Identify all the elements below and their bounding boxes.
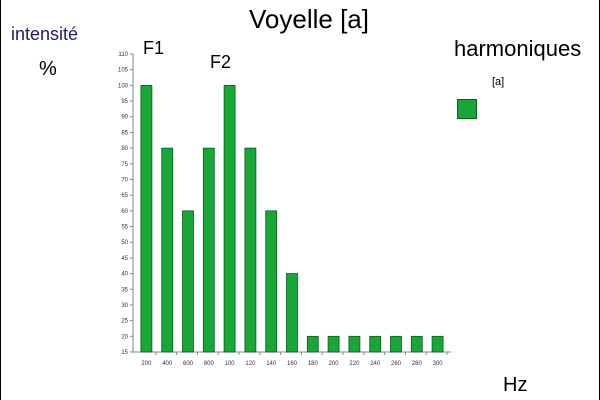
bar-0 (140, 84, 153, 353)
bar-5 (244, 147, 257, 353)
y-tick-label-3: 30 (121, 303, 128, 309)
x-tick-label-13: 280 (412, 361, 423, 367)
y-tick-label-7: 50 (121, 240, 128, 246)
y-tick-label-8: 55 (121, 225, 128, 231)
bar-13 (410, 335, 423, 353)
x-tick-label-1: 400 (162, 361, 173, 367)
chart-title: Voyelle [a] (249, 4, 369, 34)
y-tick-label-5: 40 (121, 272, 128, 278)
y-tick-label-9: 60 (121, 209, 128, 215)
bar-4 (223, 84, 236, 353)
legend-title: harmoniques (454, 36, 582, 61)
y-tick-label-0: 15 (121, 350, 128, 356)
y-tick-label-15: 90 (121, 115, 128, 121)
y-tick-label-10: 65 (121, 193, 128, 199)
y-tick-label-18: 105 (118, 68, 129, 74)
x-tick-label-6: 140 (266, 361, 277, 367)
x-tick-label-3: 800 (204, 361, 215, 367)
bar-2 (182, 210, 194, 353)
bar-12 (390, 335, 402, 353)
bar-10 (348, 335, 361, 353)
y-tick-label-16: 95 (121, 99, 128, 105)
bar-14 (431, 335, 444, 353)
x-tick-label-2: 600 (183, 361, 194, 367)
y-tick-label-1: 20 (121, 334, 128, 340)
y-tick-label-17: 100 (118, 83, 129, 89)
y-tick-label-6: 45 (121, 256, 128, 262)
y-tick-label-2: 25 (121, 319, 128, 325)
x-tick-label-0: 200 (141, 361, 152, 367)
legend-entry-label: [a] (492, 76, 505, 88)
bar-6 (265, 210, 278, 353)
bar-7 (286, 273, 298, 353)
legend-swatch (457, 99, 477, 119)
y-tick-label-19: 110 (118, 52, 128, 58)
y-tick-label-4: 35 (121, 287, 128, 293)
x-tick-label-4: 100 (225, 361, 236, 367)
y-tick-label-14: 85 (121, 130, 128, 136)
y-tick-label-12: 75 (121, 162, 128, 168)
x-tick-label-7: 160 (287, 361, 298, 367)
y-tick-label-13: 80 (121, 146, 128, 152)
bar-1 (161, 147, 174, 353)
x-axis-unit: Hz (503, 374, 528, 396)
bar-9 (327, 335, 340, 353)
x-tick-label-11: 240 (370, 361, 381, 367)
x-tick-label-9: 200 (329, 361, 340, 367)
x-tick-label-8: 180 (308, 361, 319, 367)
bar-8 (306, 335, 319, 353)
y-axis-label: intensité (11, 24, 79, 44)
x-tick-label-14: 300 (433, 361, 444, 367)
annotation-f2: F2 (210, 52, 232, 72)
x-tick-label-5: 120 (245, 361, 256, 367)
y-tick-label-11: 70 (121, 177, 128, 183)
x-tick-label-10: 220 (349, 361, 360, 367)
bar-11 (369, 335, 382, 353)
x-tick-label-12: 260 (391, 361, 402, 367)
y-axis-unit: % (39, 58, 57, 80)
annotation-f1: F1 (143, 38, 165, 58)
bar-3 (202, 147, 215, 353)
